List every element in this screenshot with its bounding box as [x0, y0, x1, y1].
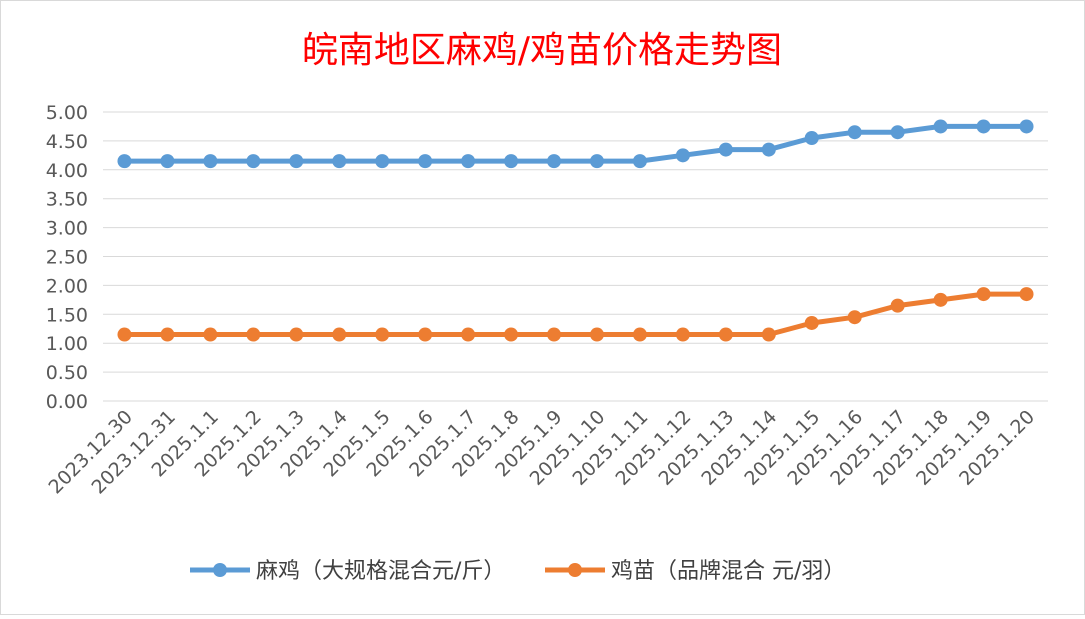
data-point: [160, 154, 175, 169]
data-point: [890, 125, 905, 140]
y-tick-label: 0.00: [46, 391, 88, 413]
data-point: [589, 327, 604, 342]
data-point: [761, 142, 776, 157]
data-point: [847, 125, 862, 140]
data-point: [375, 154, 390, 169]
y-tick-label: 1.50: [46, 304, 88, 326]
data-point: [804, 315, 819, 330]
legend-item-1: 鸡苗（品牌混合 元/羽）: [545, 559, 845, 584]
data-point: [1019, 287, 1034, 302]
data-point: [847, 310, 862, 325]
data-point: [504, 327, 519, 342]
data-point: [332, 327, 347, 342]
data-point: [675, 327, 690, 342]
series-line: [124, 123, 1027, 164]
data-point: [375, 327, 390, 342]
data-point: [890, 298, 905, 313]
data-point: [418, 154, 433, 169]
series-line: [124, 291, 1027, 337]
data-point: [504, 154, 519, 169]
legend-label: 麻鸡（大规格混合元/斤）: [256, 559, 505, 584]
y-tick-label: 3.50: [46, 189, 88, 211]
data-point: [418, 327, 433, 342]
data-point: [289, 327, 304, 342]
y-tick-label: 2.50: [46, 247, 88, 269]
data-point: [246, 154, 261, 169]
y-tick-label: 3.00: [46, 218, 88, 240]
data-point: [718, 142, 733, 157]
data-point: [632, 327, 647, 342]
data-point: [761, 327, 776, 342]
series-0: [117, 119, 1034, 169]
y-tick-label: 4.00: [46, 160, 88, 182]
data-point: [117, 154, 132, 169]
legend: 麻鸡（大规格混合元/斤） 鸡苗（品牌混合 元/羽）: [190, 559, 845, 584]
y-tick-label: 2.00: [46, 275, 88, 297]
y-tick-label: 0.50: [46, 362, 88, 384]
data-point: [289, 154, 304, 169]
legend-marker: [213, 563, 227, 577]
series-layer: [117, 119, 1034, 342]
data-point: [976, 287, 991, 302]
data-point: [203, 154, 218, 169]
data-point: [933, 119, 948, 134]
series-1: [117, 287, 1034, 342]
legend-label: 鸡苗（品牌混合 元/羽）: [611, 559, 845, 584]
data-point: [976, 119, 991, 134]
data-point: [804, 131, 819, 146]
data-point: [547, 154, 562, 169]
chart-title: 皖南地区麻鸡/鸡苗价格走势图: [302, 30, 782, 71]
data-point: [547, 327, 562, 342]
data-point: [933, 292, 948, 307]
data-point: [675, 148, 690, 163]
data-point: [117, 327, 132, 342]
data-point: [718, 327, 733, 342]
data-point: [1019, 119, 1034, 134]
legend-marker: [568, 563, 582, 577]
data-point: [461, 154, 476, 169]
data-point: [332, 154, 347, 169]
data-point: [160, 327, 175, 342]
y-tick-label: 1.00: [46, 333, 88, 355]
legend-item-0: 麻鸡（大规格混合元/斤）: [190, 559, 505, 584]
data-point: [589, 154, 604, 169]
y-axis-tick-labels: 0.00 0.50 1.00 1.50 2.00 2.50 3.00 3.50 4.00 4.50…: [46, 102, 88, 413]
data-point: [461, 327, 476, 342]
data-point: [632, 154, 647, 169]
data-point: [203, 327, 218, 342]
data-point: [246, 327, 261, 342]
y-tick-label: 5.00: [46, 102, 88, 124]
y-tick-label: 4.50: [46, 131, 88, 153]
gridlines: [103, 111, 1048, 402]
